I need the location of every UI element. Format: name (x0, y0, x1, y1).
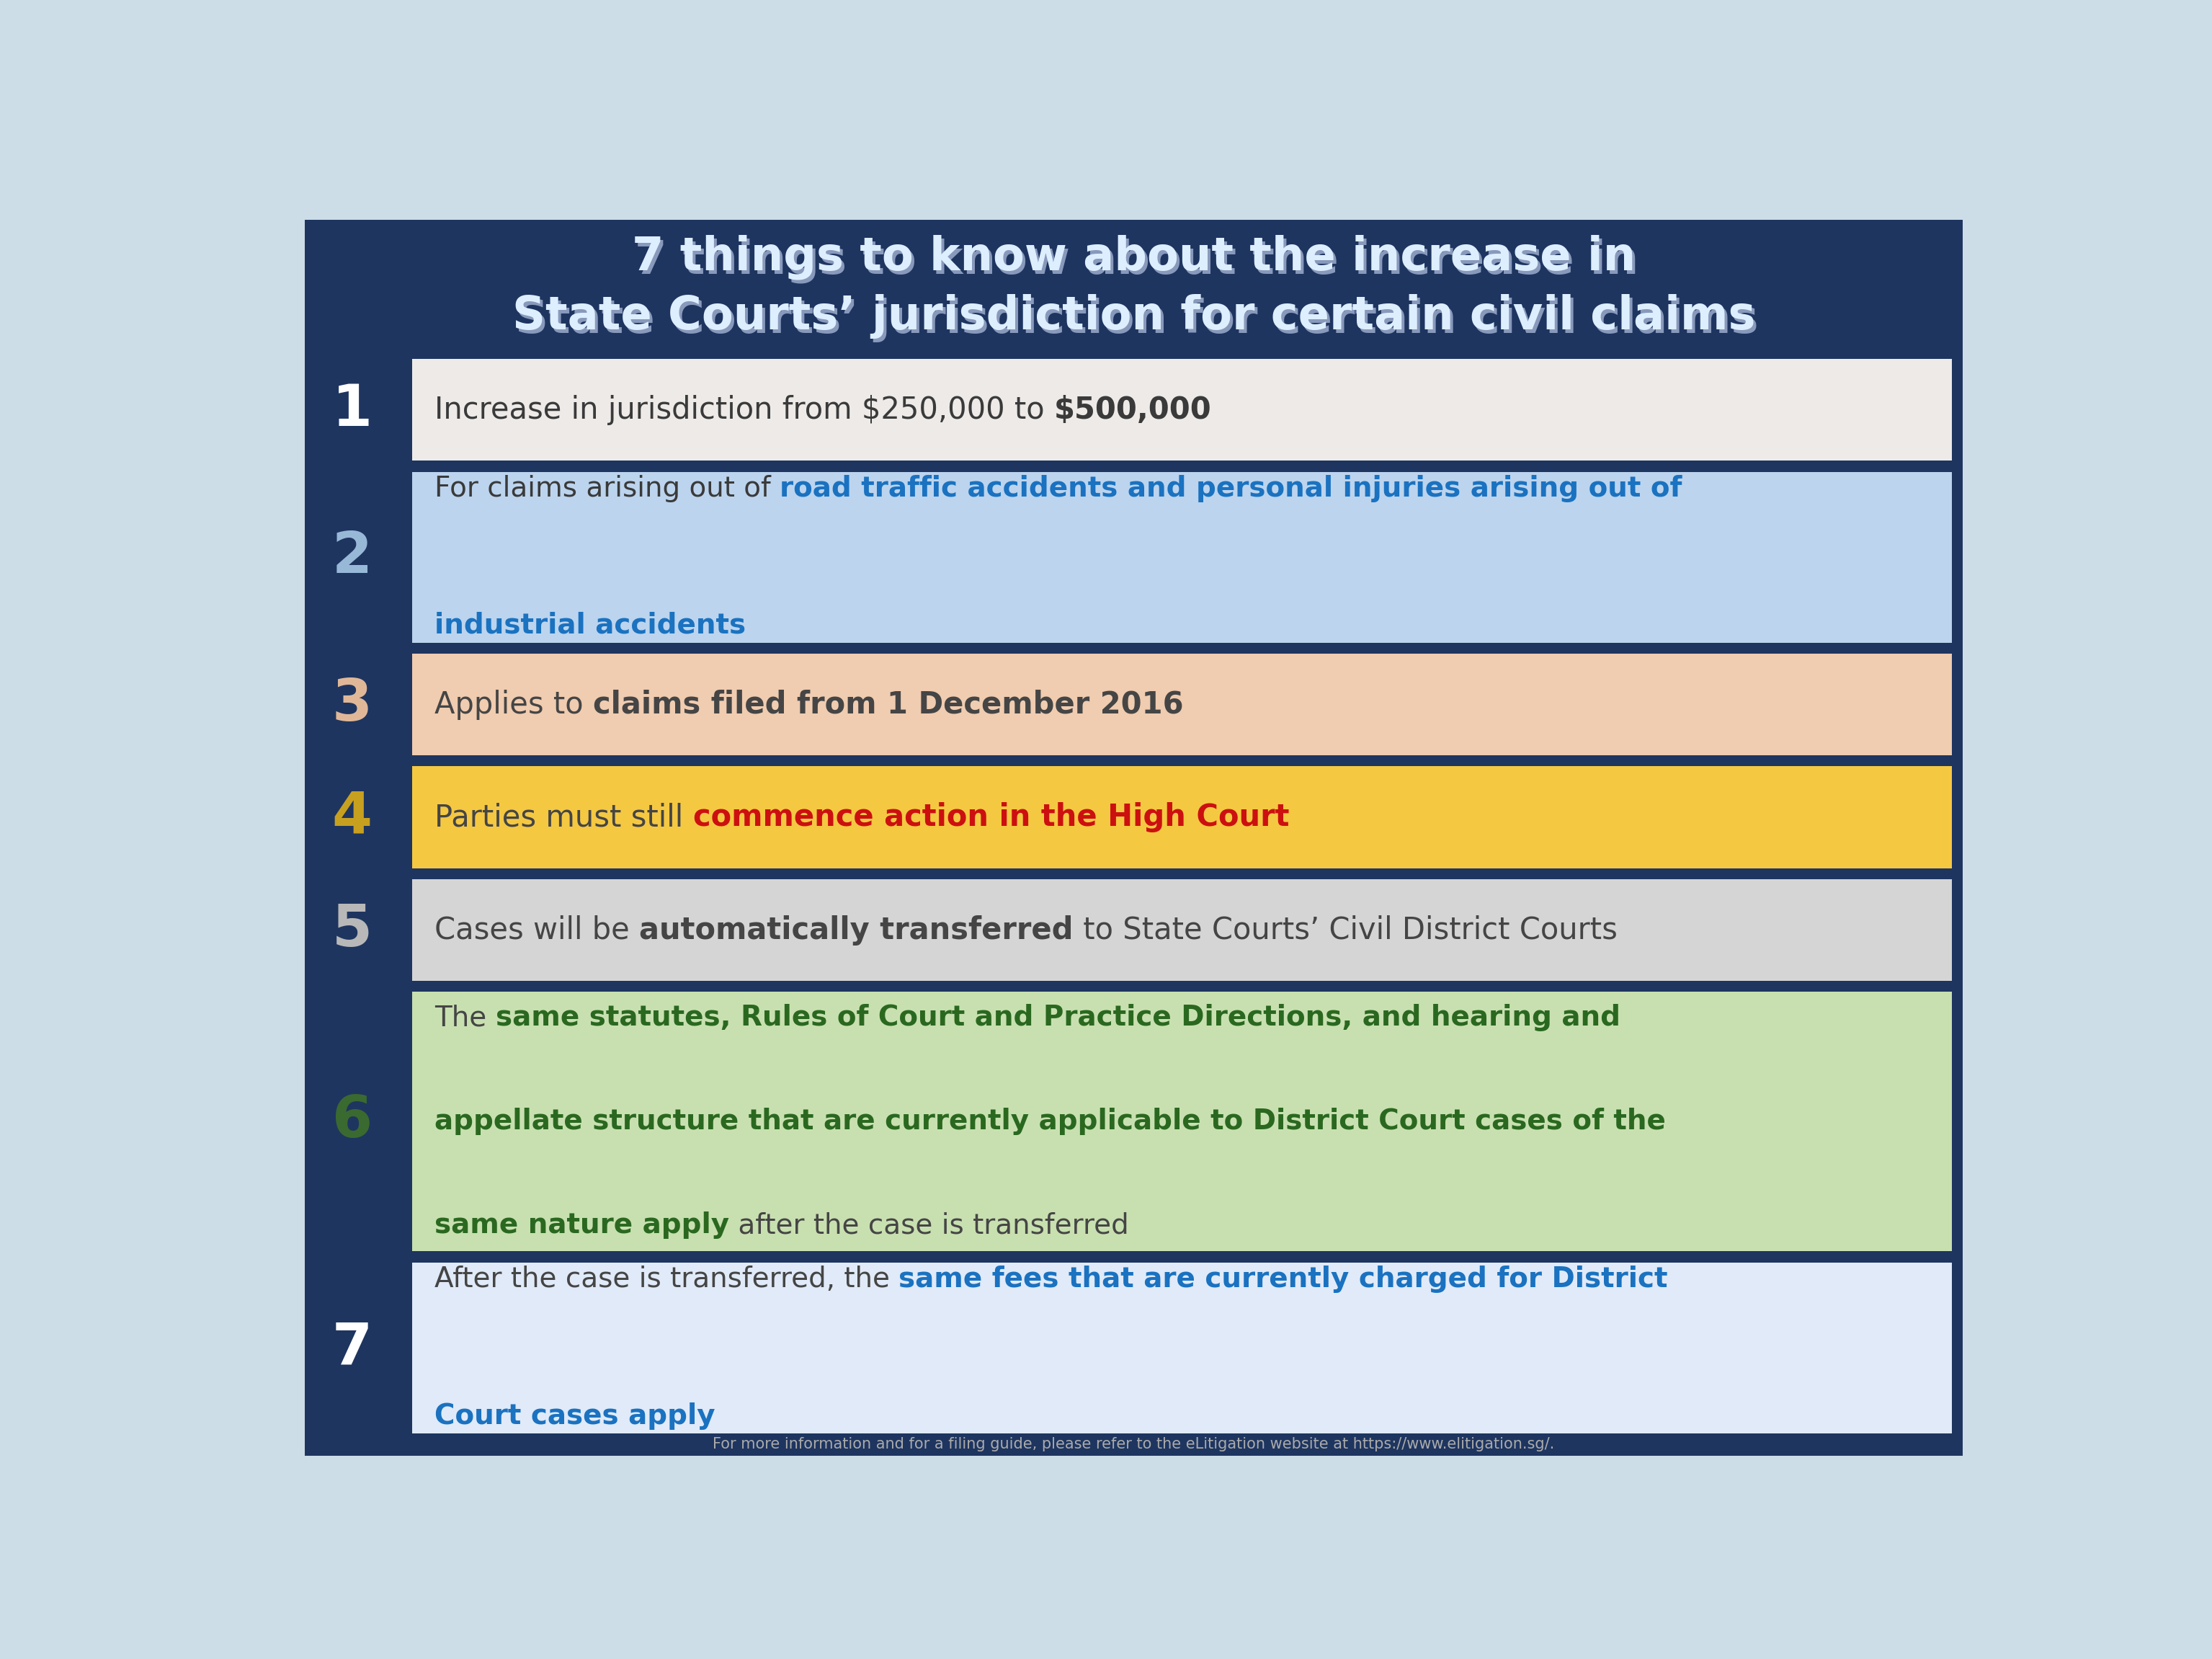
FancyBboxPatch shape (305, 219, 1962, 1455)
Text: 7: 7 (332, 1319, 372, 1375)
Text: For more information and for a filing guide, please refer to the eLitigation web: For more information and for a filing gu… (712, 1437, 1555, 1452)
FancyBboxPatch shape (411, 471, 1951, 642)
Text: claims filed from 1 December 2016: claims filed from 1 December 2016 (593, 690, 1183, 720)
Text: appellate structure that are currently applicable to District Court cases of the: appellate structure that are currently a… (434, 1108, 1666, 1135)
Text: industrial accidents: industrial accidents (434, 612, 745, 639)
Text: For claims arising out of: For claims arising out of (434, 474, 781, 503)
Text: 2: 2 (332, 529, 372, 586)
Text: same nature apply: same nature apply (434, 1211, 730, 1239)
Text: Increase in jurisdiction from $250,000 to: Increase in jurisdiction from $250,000 t… (434, 395, 1055, 425)
Text: 4: 4 (332, 790, 372, 846)
FancyBboxPatch shape (411, 358, 1951, 461)
Text: 3: 3 (332, 677, 372, 733)
Text: same fees that are currently charged for District: same fees that are currently charged for… (898, 1266, 1668, 1292)
Text: The: The (434, 1004, 495, 1032)
Text: State Courts’ jurisdiction for certain civil claims: State Courts’ jurisdiction for certain c… (511, 294, 1756, 338)
FancyBboxPatch shape (411, 654, 1951, 755)
FancyBboxPatch shape (411, 879, 1951, 980)
Text: road traffic accidents and personal injuries arising out of: road traffic accidents and personal inju… (781, 474, 1681, 503)
Text: After the case is transferred, the: After the case is transferred, the (434, 1266, 898, 1292)
FancyBboxPatch shape (411, 766, 1951, 868)
Text: automatically transferred: automatically transferred (639, 914, 1073, 946)
Text: after the case is transferred: after the case is transferred (730, 1211, 1128, 1239)
Text: 7 things to know about the increase in: 7 things to know about the increase in (633, 236, 1635, 280)
Text: State Courts’ jurisdiction for certain civil claims: State Courts’ jurisdiction for certain c… (515, 297, 1759, 342)
Text: 5: 5 (332, 902, 372, 959)
Text: Parties must still: Parties must still (434, 801, 692, 833)
Text: same statutes, Rules of Court and Practice Directions, and hearing and: same statutes, Rules of Court and Practi… (495, 1004, 1619, 1032)
FancyBboxPatch shape (411, 1262, 1951, 1433)
Text: to State Courts’ Civil District Courts: to State Courts’ Civil District Courts (1073, 914, 1617, 946)
Text: commence action in the High Court: commence action in the High Court (692, 801, 1290, 833)
Text: 6: 6 (332, 1093, 372, 1150)
Text: $500,000: $500,000 (1055, 395, 1212, 425)
Text: Applies to: Applies to (434, 690, 593, 720)
Text: 7 things to know about the increase in: 7 things to know about the increase in (635, 237, 1639, 284)
Text: Cases will be: Cases will be (434, 914, 639, 946)
Text: 1: 1 (332, 382, 372, 438)
FancyBboxPatch shape (411, 992, 1951, 1251)
Text: Court cases apply: Court cases apply (434, 1402, 714, 1430)
